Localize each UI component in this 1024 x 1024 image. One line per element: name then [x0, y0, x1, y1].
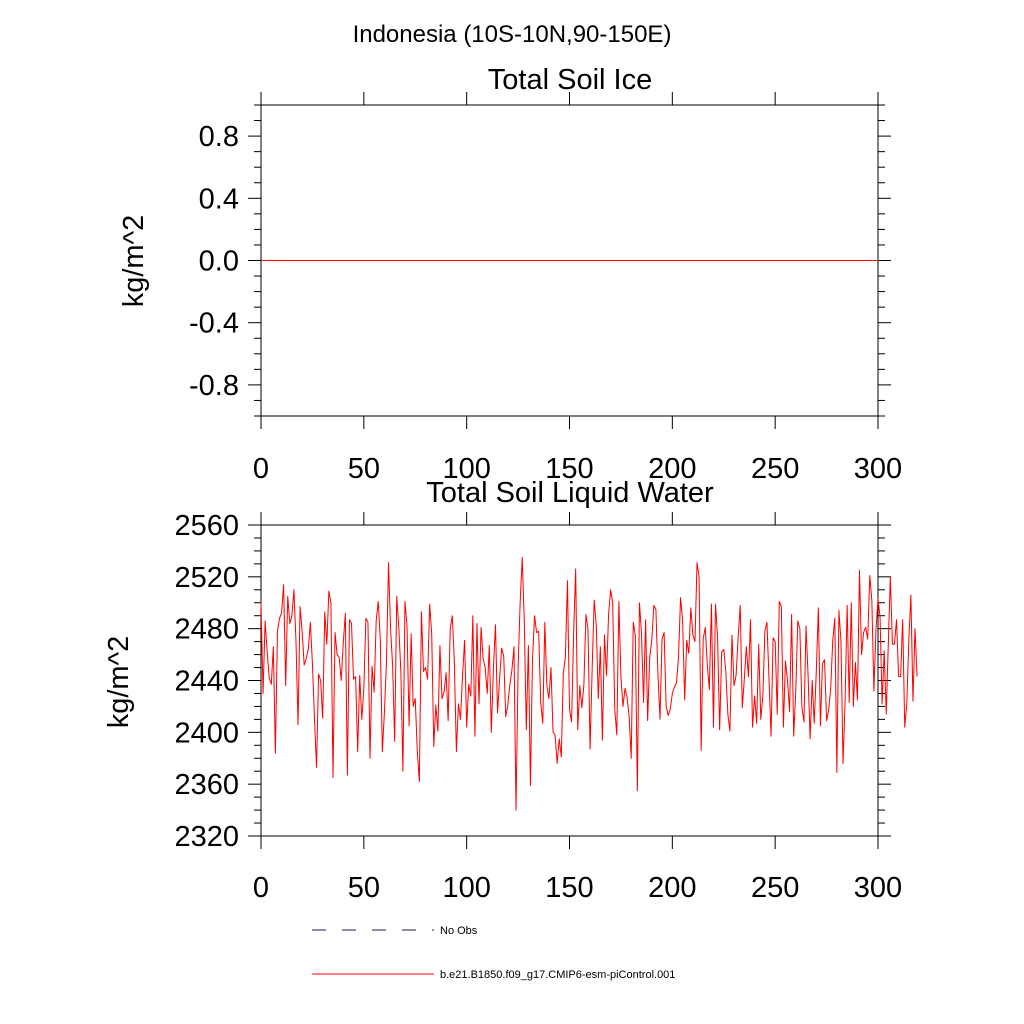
- x-tick-label: 50: [348, 453, 380, 485]
- y-tick-label: 2440: [174, 666, 239, 698]
- x-tick-label: 300: [854, 872, 902, 904]
- plot-area: 0 50 100 150 200 250 300 -0.8 -0.4 0.0 0.4 0.8: [189, 92, 902, 485]
- y-axis-label: kg/m^2: [103, 636, 135, 729]
- x-tick-label: 100: [442, 453, 490, 485]
- x-tick-label: 300: [854, 453, 902, 485]
- x-tick-label: 250: [751, 453, 799, 485]
- x-tick-label: 0: [253, 872, 269, 904]
- y-tick-label: -0.4: [189, 308, 239, 340]
- legend-label: No Obs: [440, 925, 478, 937]
- panel-title: Total Soil Ice: [488, 64, 652, 96]
- panel-title: Total Soil Liquid Water: [426, 477, 714, 509]
- figure-suptitle: Indonesia (10S-10N,90-150E): [353, 21, 672, 48]
- x-tick-label: 100: [442, 872, 490, 904]
- legend-item-model: b.e21.B1850.f09_g17.CMIP6-esm-piControl.…: [312, 969, 675, 981]
- plot-area: 0 50 100 150 200 250 300 2320 2360 2400 2440 2480 25…: [174, 510, 918, 904]
- y-tick-label: 0.4: [199, 183, 239, 215]
- y-tick-label: 0.8: [199, 121, 239, 153]
- x-tick-label: 150: [545, 872, 593, 904]
- y-tick-label: 2400: [174, 717, 239, 749]
- y-tick-label: 2520: [174, 562, 239, 594]
- panel-total-soil-ice: Total Soil Ice kg/m^2 0 50 100 150 200 250 300…: [118, 64, 902, 485]
- y-tick-label: 2560: [174, 510, 239, 542]
- y-tick-label: 2480: [174, 614, 239, 646]
- x-tick-label: 250: [751, 872, 799, 904]
- panel-total-soil-liquid-water: Total Soil Liquid Water kg/m^2 0 50 100 150…: [103, 477, 918, 904]
- legend: No Obs b.e21.B1850.f09_g17.CMIP6-esm-piC…: [312, 925, 675, 981]
- y-tick-label: 0.0: [199, 246, 239, 278]
- x-tick-label: 150: [545, 453, 593, 485]
- series-line: [260, 556, 918, 811]
- y-tick-label: 2320: [174, 821, 239, 853]
- x-tick-label: 200: [648, 872, 696, 904]
- legend-label: b.e21.B1850.f09_g17.CMIP6-esm-piControl.…: [440, 969, 675, 981]
- y-tick-label: -0.8: [189, 370, 239, 402]
- x-tick-label: 50: [348, 872, 380, 904]
- x-tick-label: 200: [648, 453, 696, 485]
- legend-item-no-obs: No Obs: [312, 925, 478, 937]
- y-tick-label: 2360: [174, 769, 239, 801]
- x-tick-label: 0: [253, 453, 269, 485]
- y-axis-label: kg/m^2: [118, 215, 150, 308]
